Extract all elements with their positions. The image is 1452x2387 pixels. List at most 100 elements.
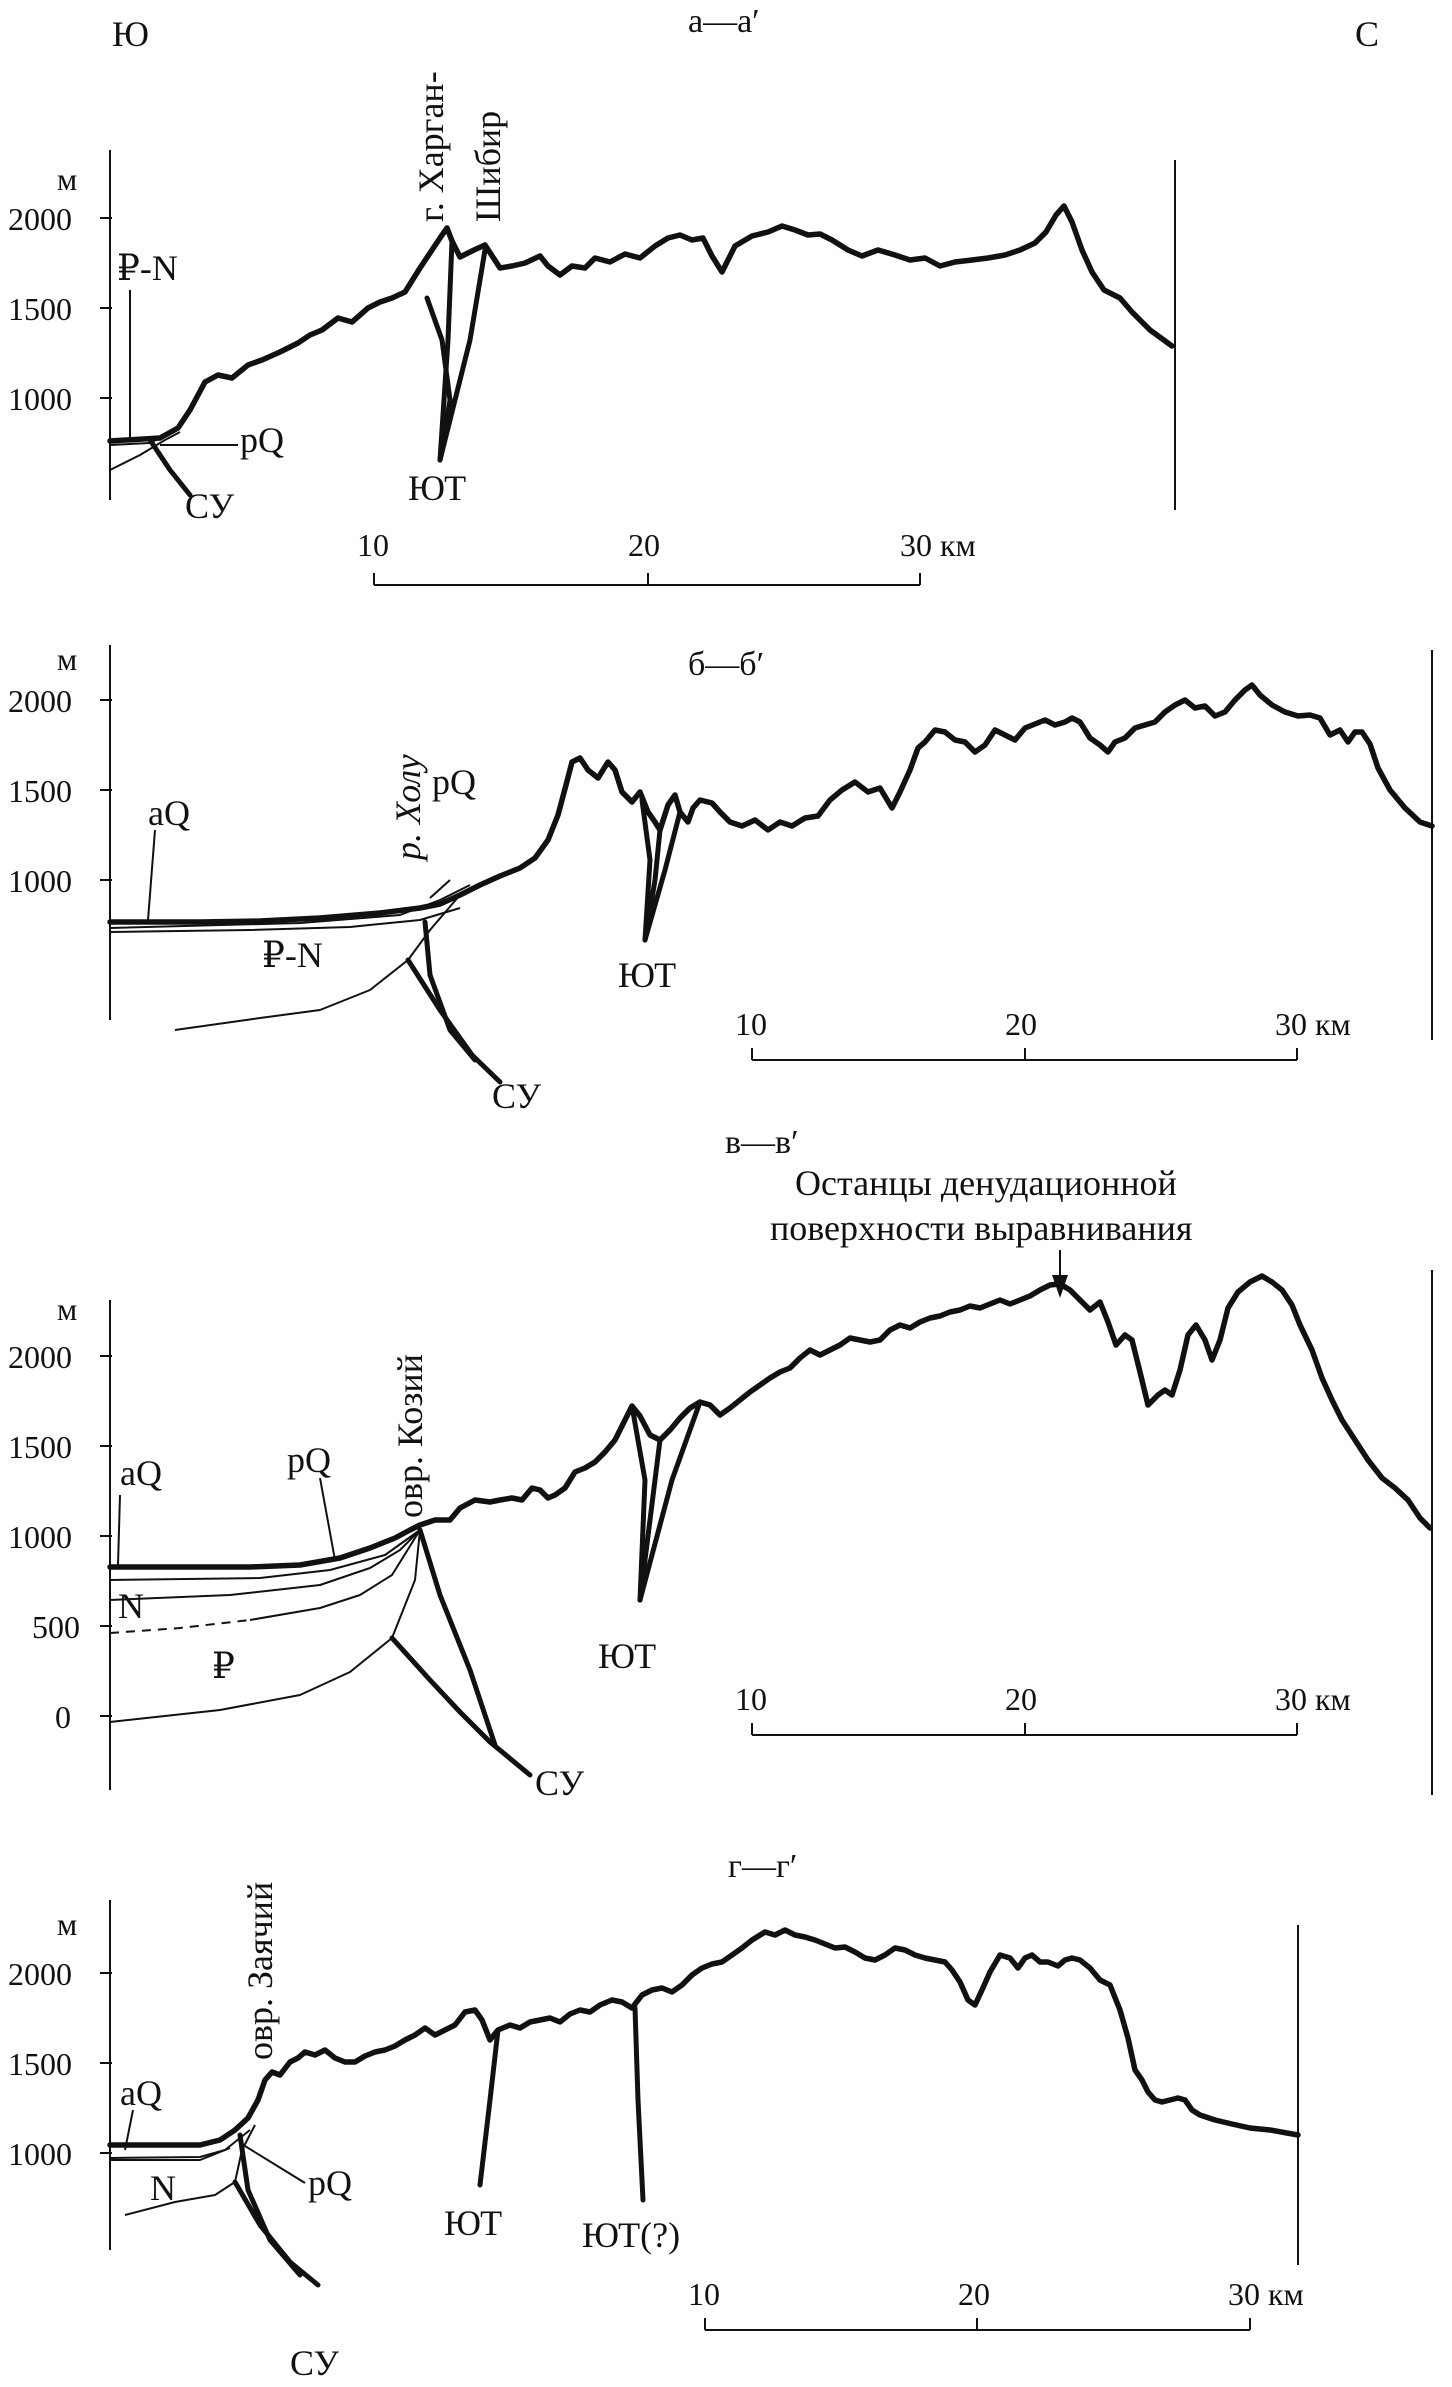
section-v-topography <box>107 1273 1433 1570</box>
section-b-scale-10: 10 <box>735 1006 767 1042</box>
section-b-contact-pq <box>109 884 471 929</box>
section-b-label-su: СУ <box>492 1076 542 1116</box>
section-v: в—в′ Останцы денудационной поверхности в… <box>8 1124 1433 1803</box>
section-v-scale-30: 30 км <box>1275 1681 1351 1717</box>
section-a-label-yut: ЮТ <box>408 468 466 508</box>
section-g-tick-2000: 2000 <box>8 1956 72 1992</box>
section-g-aq-leader <box>124 2109 134 2151</box>
section-a: а—а′ м 2000 1500 1000 ₽-N pQ СУ ЮТ г. Ха… <box>8 3 1176 586</box>
section-v-label-pq: pQ <box>287 1440 331 1480</box>
section-v-label-ravine: овр. Козий <box>390 1354 430 1518</box>
section-v-tick-500: 500 <box>32 1609 80 1645</box>
section-b-fault-su-2 <box>422 919 478 1063</box>
section-a-label-peak-2: Шибир <box>468 111 508 222</box>
section-b-topography <box>107 682 1435 925</box>
section-v-contact-p-base <box>109 1529 421 1723</box>
section-b-label-pq: pQ <box>432 762 476 802</box>
section-b-unit: м <box>57 641 77 677</box>
section-v-label-yut: ЮТ <box>598 1636 656 1676</box>
section-a-fault-yut-3 <box>437 247 488 463</box>
section-g-fault-yut-question <box>632 2005 646 2203</box>
section-v-label-su: СУ <box>535 1763 585 1803</box>
section-v-aq-leader <box>117 1494 121 1566</box>
section-b-contact-aq <box>109 907 461 933</box>
north-label: С <box>1355 14 1379 54</box>
section-b-pq-leader <box>429 879 451 899</box>
section-b-scale-30: 30 км <box>1275 1006 1351 1042</box>
section-a-scale-20: 20 <box>628 527 660 563</box>
section-g-contact-pq <box>110 2147 231 2161</box>
section-b-aq-leader <box>147 829 156 921</box>
section-v-fault-su-2 <box>417 1527 498 1748</box>
section-b-label-river: р. Холу <box>388 754 428 863</box>
section-g-fault-su-2 <box>237 2132 303 2278</box>
section-a-unit: м <box>57 161 77 197</box>
section-a-title: а—а′ <box>688 3 760 40</box>
section-a-topography <box>107 203 1175 444</box>
section-g-topography <box>107 1927 1301 2148</box>
section-a-scale-10: 10 <box>357 527 389 563</box>
section-v-tick-1500: 1500 <box>8 1429 72 1465</box>
section-g-label-n: N <box>150 2168 176 2208</box>
section-g-title: г—г′ <box>728 1848 797 1885</box>
section-v-tick-2000: 2000 <box>8 1339 72 1375</box>
section-b-label-yut: ЮТ <box>618 955 676 995</box>
section-g-label-ravine: овр. Заячий <box>240 1882 280 2060</box>
section-g-label-yut: ЮТ <box>444 2203 502 2243</box>
section-a-tick-1000: 1000 <box>8 381 72 417</box>
section-a-contact-2 <box>109 429 176 446</box>
section-g-fault-yut <box>477 2027 501 2188</box>
section-v-pq-leader <box>319 1477 336 1561</box>
section-a-fault-su <box>147 437 193 498</box>
section-b-fault-yut-1 <box>639 797 653 943</box>
section-v-unit: м <box>57 1291 77 1327</box>
section-g: г—г′ м 2000 1500 1000 aQ pQ N СУ ЮТ ЮТ(?… <box>8 1848 1304 2383</box>
section-g-contact-aq <box>109 2129 251 2159</box>
section-g-label-yut-question: ЮТ(?) <box>582 2215 680 2255</box>
section-g-label-su: СУ <box>290 2343 340 2383</box>
section-g-fault-su-1 <box>232 2179 321 2288</box>
section-v-note-line2: поверхности выравнивания <box>770 1208 1192 1248</box>
section-v-fault-yut-3 <box>637 1399 703 1603</box>
section-v-tick-1000: 1000 <box>8 1519 72 1555</box>
section-v-note-line1: Останцы денудационной <box>795 1163 1177 1203</box>
section-g-label-aq: aQ <box>120 2073 162 2113</box>
section-g-tick-1000: 1000 <box>8 2136 72 2172</box>
section-v-title: в—в′ <box>725 1124 799 1161</box>
section-b-tick-1500: 1500 <box>8 773 72 809</box>
section-g-pq-leader <box>239 2142 306 2184</box>
south-label: Ю <box>112 14 149 54</box>
section-a-contact-1 <box>109 431 181 471</box>
section-v-contact-dashed <box>109 1619 251 1634</box>
section-a-label-pn: ₽-N <box>117 248 178 288</box>
section-v-fault-yut-2 <box>637 1437 663 1603</box>
section-a-tick-1500: 1500 <box>8 291 72 327</box>
section-a-label-pq: pQ <box>240 420 284 460</box>
section-v-scale-20: 20 <box>1005 1681 1037 1717</box>
section-a-fault-yut-2 <box>437 238 455 463</box>
section-b-title: б—б′ <box>688 646 764 683</box>
section-a-scale-30: 30 км <box>900 527 976 563</box>
section-v-fault-yut-1 <box>629 1403 648 1603</box>
section-g-label-pq: pQ <box>308 2163 352 2203</box>
section-g-scale-10: 10 <box>688 2276 720 2312</box>
section-v-label-p: ₽ <box>212 1646 235 1686</box>
section-a-label-peak: г. Харган- <box>411 71 451 222</box>
section-v-label-aq: aQ <box>120 1453 162 1493</box>
section-b: б—б′ м 2000 1500 1000 aQ pQ ₽-N СУ ЮТ р.… <box>8 641 1435 1116</box>
section-b-tick-2000: 2000 <box>8 683 72 719</box>
section-g-scale-30: 30 км <box>1228 2276 1304 2312</box>
section-b-label-aq: aQ <box>148 793 190 833</box>
section-v-tick-0: 0 <box>55 1699 71 1735</box>
section-b-fault-yut-3 <box>642 809 683 943</box>
section-v-scale-10: 10 <box>735 1681 767 1717</box>
section-v-contact-n <box>109 1529 421 1601</box>
section-v-label-n: N <box>118 1586 144 1626</box>
section-a-label-su: СУ <box>185 486 235 526</box>
section-v-fault-su-1 <box>389 1635 533 1778</box>
section-g-tick-1500: 1500 <box>8 2046 72 2082</box>
section-b-label-pn: ₽-N <box>262 935 323 975</box>
section-v-contact-aq <box>109 1529 421 1581</box>
section-b-contact-base <box>174 879 491 1031</box>
